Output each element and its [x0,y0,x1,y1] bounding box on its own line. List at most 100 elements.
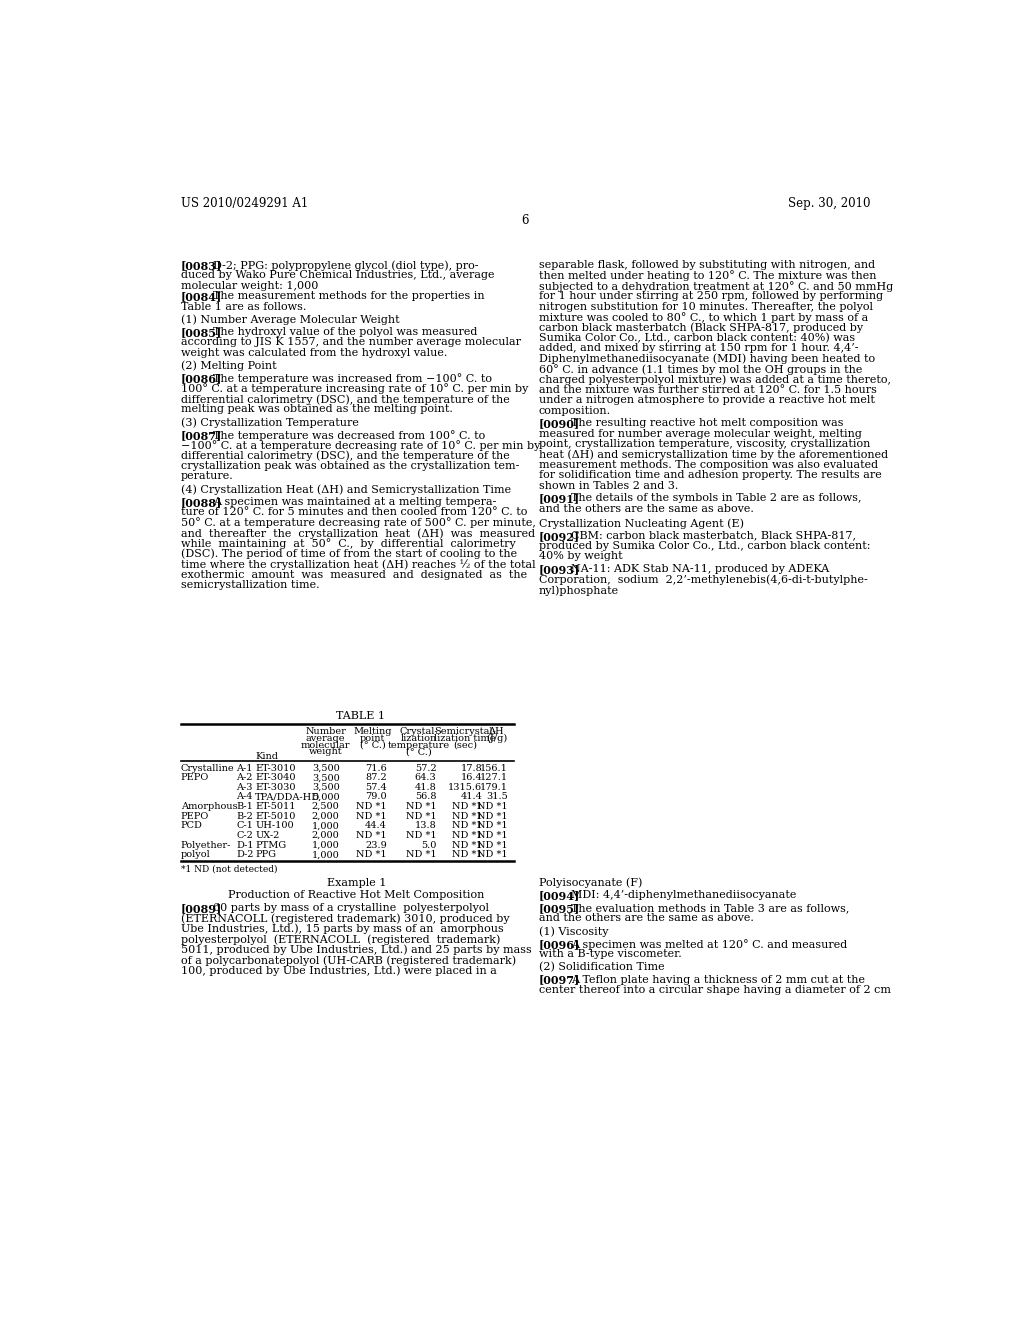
Text: with a B-type viscometer.: with a B-type viscometer. [539,949,682,960]
Text: 44.4: 44.4 [365,821,387,830]
Text: Kind: Kind [255,752,279,762]
Text: D-1: D-1 [237,841,254,850]
Text: Crystallization Nucleating Agent (E): Crystallization Nucleating Agent (E) [539,517,743,528]
Text: (ETERNACOLL (registered trademark) 3010, produced by: (ETERNACOLL (registered trademark) 3010,… [180,913,509,924]
Text: polyesterpolyol  (ETERNACOLL  (registered  trademark): polyesterpolyol (ETERNACOLL (registered … [180,935,500,945]
Text: The evaluation methods in Table 3 are as follows,: The evaluation methods in Table 3 are as… [571,903,850,913]
Text: ND *1: ND *1 [477,841,508,850]
Text: Polyisocyanate (F): Polyisocyanate (F) [539,878,642,888]
Text: subjected to a dehydration treatment at 120° C. and 50 mmHg: subjected to a dehydration treatment at … [539,281,893,292]
Text: ND *1: ND *1 [452,812,482,821]
Text: (DSC). The period of time of from the start of cooling to the: (DSC). The period of time of from the st… [180,549,517,560]
Text: 3,500: 3,500 [312,774,340,783]
Text: (4) Crystallization Heat (ΔH) and Semicrystallization Time: (4) Crystallization Heat (ΔH) and Semicr… [180,484,511,495]
Text: (1) Viscosity: (1) Viscosity [539,927,608,937]
Text: and  thereafter  the  crystallization  heat  (ΔH)  was  measured: and thereafter the crystallization heat … [180,528,535,539]
Text: 3,500: 3,500 [312,763,340,772]
Text: [0089]: [0089] [180,903,222,913]
Text: TPA/DDA-HD: TPA/DDA-HD [255,792,321,801]
Text: A-1: A-1 [237,763,253,772]
Text: Example 1: Example 1 [327,878,386,887]
Text: Crystalline: Crystalline [180,763,234,772]
Text: ND *1: ND *1 [406,812,436,821]
Text: (° C.): (° C.) [406,747,431,756]
Text: produced by Sumika Color Co., Ltd., carbon black content:: produced by Sumika Color Co., Ltd., carb… [539,541,870,550]
Text: ND *1: ND *1 [477,812,508,821]
Text: ND *1: ND *1 [477,850,508,859]
Text: A-2: A-2 [237,774,253,783]
Text: US 2010/0249291 A1: US 2010/0249291 A1 [180,197,308,210]
Text: shown in Tables 2 and 3.: shown in Tables 2 and 3. [539,480,678,491]
Text: (sec): (sec) [454,741,477,750]
Text: NA-11: ADK Stab NA-11, produced by ADEKA: NA-11: ADK Stab NA-11, produced by ADEKA [571,564,829,574]
Text: ND *1: ND *1 [452,841,482,850]
Text: The temperature was decreased from 100° C. to: The temperature was decreased from 100° … [213,430,485,441]
Text: The details of the symbols in Table 2 are as follows,: The details of the symbols in Table 2 ar… [571,494,862,503]
Text: TABLE 1: TABLE 1 [336,711,385,721]
Text: B-2: B-2 [237,812,253,821]
Text: ND *1: ND *1 [452,832,482,840]
Text: 87.2: 87.2 [366,774,387,783]
Text: nitrogen substitution for 10 minutes. Thereafter, the polyol: nitrogen substitution for 10 minutes. Th… [539,302,872,312]
Text: and the others are the same as above.: and the others are the same as above. [539,504,754,513]
Text: [0085]: [0085] [180,327,222,338]
Text: ND *1: ND *1 [477,803,508,810]
Text: 57.4: 57.4 [366,783,387,792]
Text: UH-100: UH-100 [255,821,294,830]
Text: 179.1: 179.1 [480,783,508,792]
Text: separable flask, followed by substituting with nitrogen, and: separable flask, followed by substitutin… [539,260,874,271]
Text: carbon black masterbatch (Black SHPA-817, produced by: carbon black masterbatch (Black SHPA-817… [539,322,863,333]
Text: Crystal-: Crystal- [399,727,438,737]
Text: ND *1: ND *1 [356,803,387,810]
Text: MDI: 4,4’-diphenylmethanediisocyanate: MDI: 4,4’-diphenylmethanediisocyanate [571,890,797,900]
Text: while  maintaining  at  50°  C.,  by  differential  calorimetry: while maintaining at 50° C., by differen… [180,539,515,549]
Text: heat (ΔH) and semicrystallization time by the aforementioned: heat (ΔH) and semicrystallization time b… [539,449,888,461]
Text: ET-3040: ET-3040 [255,774,296,783]
Text: lization: lization [400,734,437,743]
Text: then melted under heating to 120° C. The mixture was then: then melted under heating to 120° C. The… [539,271,877,281]
Text: nyl)phosphate: nyl)phosphate [539,585,618,595]
Text: UX-2: UX-2 [255,832,280,840]
Text: center thereof into a circular shape having a diameter of 2 cm: center thereof into a circular shape hav… [539,985,891,995]
Text: (2) Melting Point: (2) Melting Point [180,360,276,371]
Text: The resulting reactive hot melt composition was: The resulting reactive hot melt composit… [571,418,844,428]
Text: 1,000: 1,000 [312,841,340,850]
Text: 1,000: 1,000 [312,821,340,830]
Text: Production of Reactive Hot Melt Composition: Production of Reactive Hot Melt Composit… [228,890,484,899]
Text: 5011, produced by Ube Industries, Ltd.) and 25 parts by mass: 5011, produced by Ube Industries, Ltd.) … [180,945,531,956]
Text: temperature: temperature [387,741,450,750]
Text: according to JIS K 1557, and the number average molecular: according to JIS K 1557, and the number … [180,338,520,347]
Text: mixture was cooled to 80° C., to which 1 part by mass of a: mixture was cooled to 80° C., to which 1… [539,312,868,323]
Text: [0092]: [0092] [539,531,580,541]
Text: *1 ND (not detected): *1 ND (not detected) [180,865,278,874]
Text: 5.0: 5.0 [421,841,436,850]
Text: 2,000: 2,000 [312,812,340,821]
Text: B-1: B-1 [237,803,253,810]
Text: 23.9: 23.9 [366,841,387,850]
Text: 5,000: 5,000 [312,792,340,801]
Text: C-2: C-2 [237,832,253,840]
Text: [0091]: [0091] [539,494,580,504]
Text: 127.1: 127.1 [479,774,508,783]
Text: 50° C. at a temperature decreasing rate of 500° C. per minute,: 50° C. at a temperature decreasing rate … [180,517,536,528]
Text: 2,000: 2,000 [312,832,340,840]
Text: ND *1: ND *1 [356,812,387,821]
Text: Polyether-: Polyether- [180,841,231,850]
Text: [0086]: [0086] [180,374,222,384]
Text: measured for number average molecular weight, melting: measured for number average molecular we… [539,429,861,438]
Text: D-2; PPG: polypropylene glycol (diol type), pro-: D-2; PPG: polypropylene glycol (diol typ… [213,260,479,271]
Text: [0093]: [0093] [539,564,580,576]
Text: composition.: composition. [539,405,611,416]
Text: The measurement methods for the properties in: The measurement methods for the properti… [213,292,485,301]
Text: CBM: carbon black masterbatch, Black SHPA-817,: CBM: carbon black masterbatch, Black SHP… [571,531,856,541]
Text: molecular: molecular [301,741,350,750]
Text: 1,000: 1,000 [312,850,340,859]
Text: added, and mixed by stirring at 150 rpm for 1 hour. 4,4’-: added, and mixed by stirring at 150 rpm … [539,343,858,354]
Text: Number: Number [305,727,346,737]
Text: ET-5011: ET-5011 [255,803,296,810]
Text: ND *1: ND *1 [452,821,482,830]
Text: Sumika Color Co., Ltd., carbon black content: 40%) was: Sumika Color Co., Ltd., carbon black con… [539,333,855,343]
Text: ND *1: ND *1 [406,850,436,859]
Text: charged polyesterpolyol mixture) was added at a time thereto,: charged polyesterpolyol mixture) was add… [539,375,891,385]
Text: differential calorimetry (DSC), and the temperature of the: differential calorimetry (DSC), and the … [180,395,510,405]
